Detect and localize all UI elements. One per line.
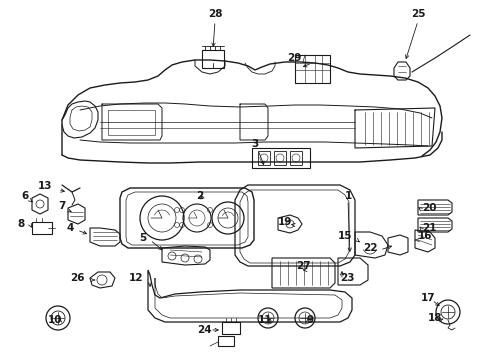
Text: 21: 21	[421, 223, 436, 233]
Text: 13: 13	[38, 181, 52, 191]
Text: 25: 25	[410, 9, 425, 19]
Text: 1: 1	[344, 191, 351, 201]
Text: 7: 7	[58, 201, 65, 211]
Text: 20: 20	[421, 203, 436, 213]
Text: 22: 22	[363, 243, 377, 253]
Text: 4: 4	[66, 223, 74, 233]
Bar	[294, 55, 329, 83]
Text: 6: 6	[21, 191, 29, 201]
Text: 8: 8	[18, 219, 25, 229]
Bar	[222, 322, 240, 334]
Text: 27: 27	[295, 261, 310, 271]
Text: 16: 16	[417, 231, 431, 241]
Text: 12: 12	[128, 273, 142, 283]
Text: 9: 9	[306, 315, 313, 325]
Bar	[218, 336, 234, 346]
Text: 17: 17	[420, 293, 434, 303]
Text: 26: 26	[70, 273, 85, 283]
Text: 29: 29	[287, 53, 302, 63]
Text: 2: 2	[196, 191, 203, 201]
Bar	[202, 50, 224, 68]
Bar	[258, 151, 269, 165]
Text: 24: 24	[196, 325, 211, 335]
Text: 18: 18	[427, 313, 441, 323]
Text: 5: 5	[139, 233, 146, 243]
Text: 19: 19	[277, 217, 291, 227]
Bar	[289, 151, 302, 165]
Text: 23: 23	[339, 273, 354, 283]
Text: 11: 11	[257, 315, 272, 325]
Text: 15: 15	[337, 231, 351, 241]
Text: 10: 10	[48, 315, 62, 325]
Bar	[32, 222, 52, 234]
Text: 28: 28	[207, 9, 222, 19]
Text: 3: 3	[251, 139, 258, 149]
Bar	[273, 151, 285, 165]
